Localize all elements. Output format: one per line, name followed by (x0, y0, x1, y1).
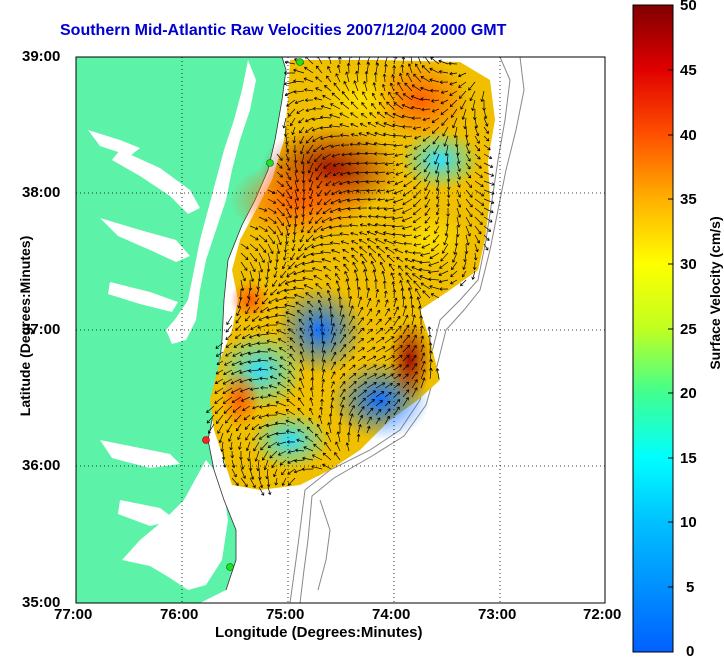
y-tick-label: 36:00 (22, 457, 61, 474)
colorbar-tick-label: 30 (680, 256, 697, 273)
x-tick-label: 75:00 (266, 606, 305, 623)
colorbar-tick-label: 35 (680, 191, 697, 208)
colorbar-tick-label: 40 (680, 127, 697, 144)
velocity-field (206, 57, 495, 496)
grid-lines (76, 57, 605, 603)
y-tick-label: 39:00 (22, 48, 61, 65)
station-marker (296, 58, 304, 66)
y-tick-label: 35:00 (22, 594, 61, 611)
x-axis-label: Longitude (Degrees:Minutes) (215, 624, 423, 641)
x-tick-label: 73:00 (478, 606, 517, 623)
colorbar-tick-label: 25 (680, 321, 697, 338)
y-tick-label: 38:00 (22, 184, 61, 201)
station-marker (202, 436, 210, 444)
bathymetry-contours (289, 57, 525, 603)
colorbar (632, 4, 674, 653)
x-tick-label: 72:00 (583, 606, 622, 623)
colorbar-tick-label: 50 (680, 0, 697, 14)
colorbar-tick-label: 5 (686, 579, 695, 596)
y-axis-label: Latitude (Degrees:Minutes) (17, 235, 33, 417)
colorbar-tick-label: 15 (680, 450, 697, 467)
colorbar-tick-label: 20 (680, 385, 697, 402)
y-tick-label: 37:00 (22, 321, 61, 338)
x-tick-label: 74:00 (372, 606, 411, 623)
chesapeake-bay (166, 60, 256, 344)
plot-frame (75, 56, 606, 604)
x-tick-label: 77:00 (54, 606, 93, 623)
velocity-arrows (206, 57, 495, 496)
colorbar-tick-label: 10 (680, 514, 697, 531)
map-title: Southern Mid-Atlantic Raw Velocities 200… (60, 22, 507, 39)
colorbar-tick-label: 0 (686, 643, 695, 660)
colorbar-label: Surface Velocity (cm/s) (707, 216, 723, 370)
colorbar-tick-label: 45 (680, 62, 697, 79)
station-marker (266, 159, 274, 167)
velocity-arrow-set (206, 57, 495, 496)
station-marker (226, 563, 234, 571)
x-tick-label: 76:00 (160, 606, 199, 623)
